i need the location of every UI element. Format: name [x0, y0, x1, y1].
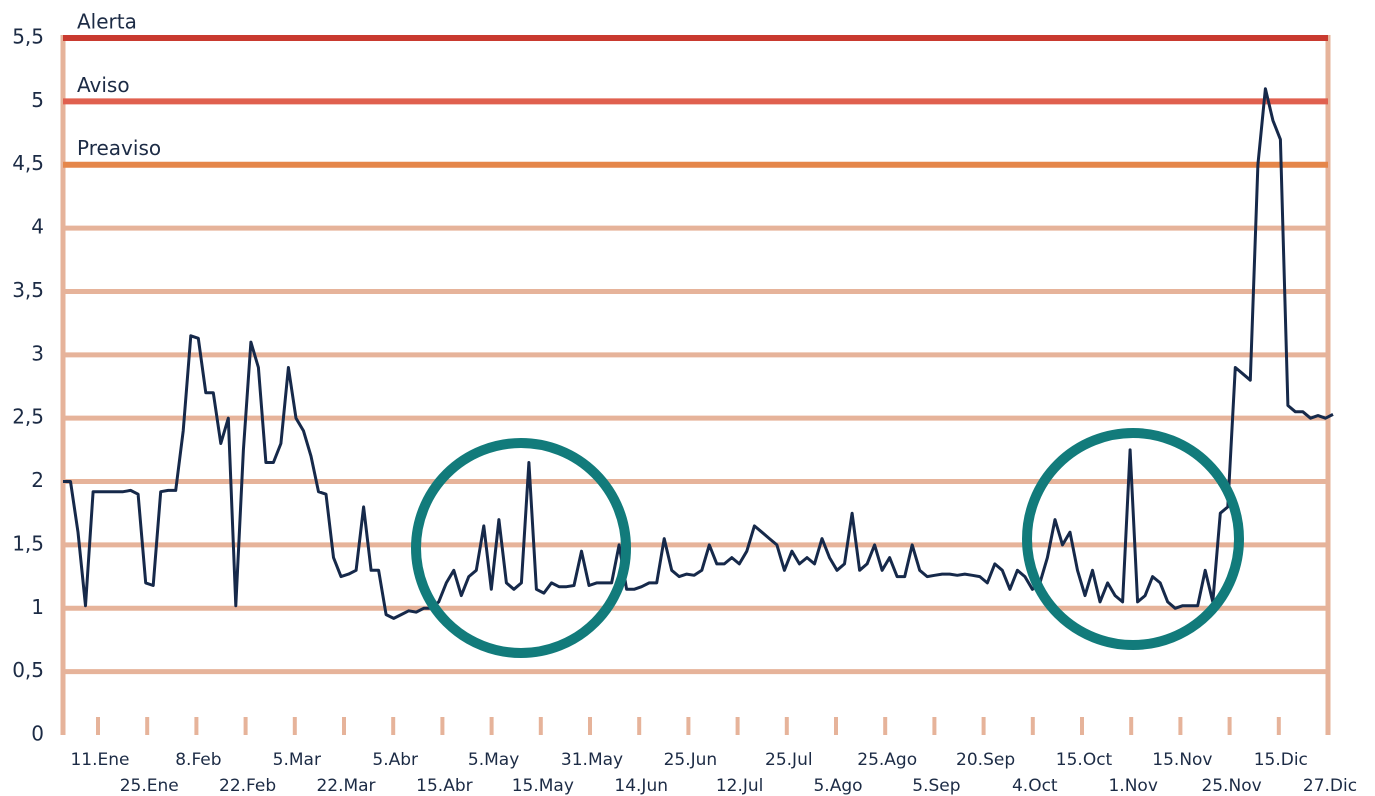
y-tick-label: 0 [31, 722, 44, 746]
threshold-label: Alerta [77, 10, 137, 34]
x-tick-label: 25.Jul [765, 750, 813, 770]
x-tick-label: 25.Nov [1201, 776, 1261, 796]
x-tick-label: 15.Dic [1254, 750, 1308, 770]
x-tick-label: 4.Oct [1012, 776, 1058, 796]
x-tick-label: 31.May [561, 750, 623, 770]
x-tick-label: 15.Nov [1152, 750, 1212, 770]
y-tick-label: 3,5 [12, 278, 44, 302]
grid [60, 35, 1331, 735]
plot [63, 87, 1334, 620]
x-tick-label: 15.Oct [1056, 750, 1113, 770]
x-tick-label: 5.May [468, 750, 519, 770]
x-tick-label: 14.Jun [614, 776, 668, 796]
y-tick-label: 5,5 [12, 25, 44, 49]
y-tick-label: 4 [31, 215, 44, 239]
x-tick-label: 11.Ene [70, 750, 129, 770]
highlight-circle [411, 438, 631, 658]
threshold-label: Preaviso [77, 136, 161, 160]
x-tick-label: 27.Dic [1303, 776, 1357, 796]
x-tick-label: 8.Feb [175, 750, 221, 770]
y-tick-label: 4,5 [12, 151, 44, 175]
y-tick-label: 2,5 [12, 405, 44, 429]
threshold-label: Aviso [77, 73, 130, 97]
x-tick-label: 25.Jun [664, 750, 718, 770]
highlight-circle [1022, 428, 1244, 650]
x-tick-label: 25.Ene [120, 776, 179, 796]
x-tick-label: 15.May [512, 776, 574, 796]
y-tick-label: 1,5 [12, 531, 44, 555]
x-tick-label: 25.Ago [857, 750, 917, 770]
x-tick-label: 5.Mar [273, 750, 321, 770]
y-tick-label: 3 [31, 341, 44, 365]
y-tick-label: 2 [31, 468, 44, 492]
x-tick-label: 5.Abr [372, 750, 418, 770]
x-tick-label: 22.Feb [219, 776, 276, 796]
x-tick-label: 12.Jul [716, 776, 764, 796]
x-tick-label: 22.Mar [316, 776, 375, 796]
y-tick-label: 1 [31, 595, 44, 619]
x-tick-label: 15.Abr [416, 776, 472, 796]
y-tick-label: 0,5 [12, 658, 44, 682]
data-line [63, 87, 1334, 620]
x-tick-label: 20.Sep [956, 750, 1015, 770]
x-tick-label: 1.Nov [1108, 776, 1157, 796]
x-tick-label: 5.Sep [912, 776, 960, 796]
x-tick-label: 5.Ago [813, 776, 862, 796]
y-tick-label: 5 [31, 88, 44, 112]
